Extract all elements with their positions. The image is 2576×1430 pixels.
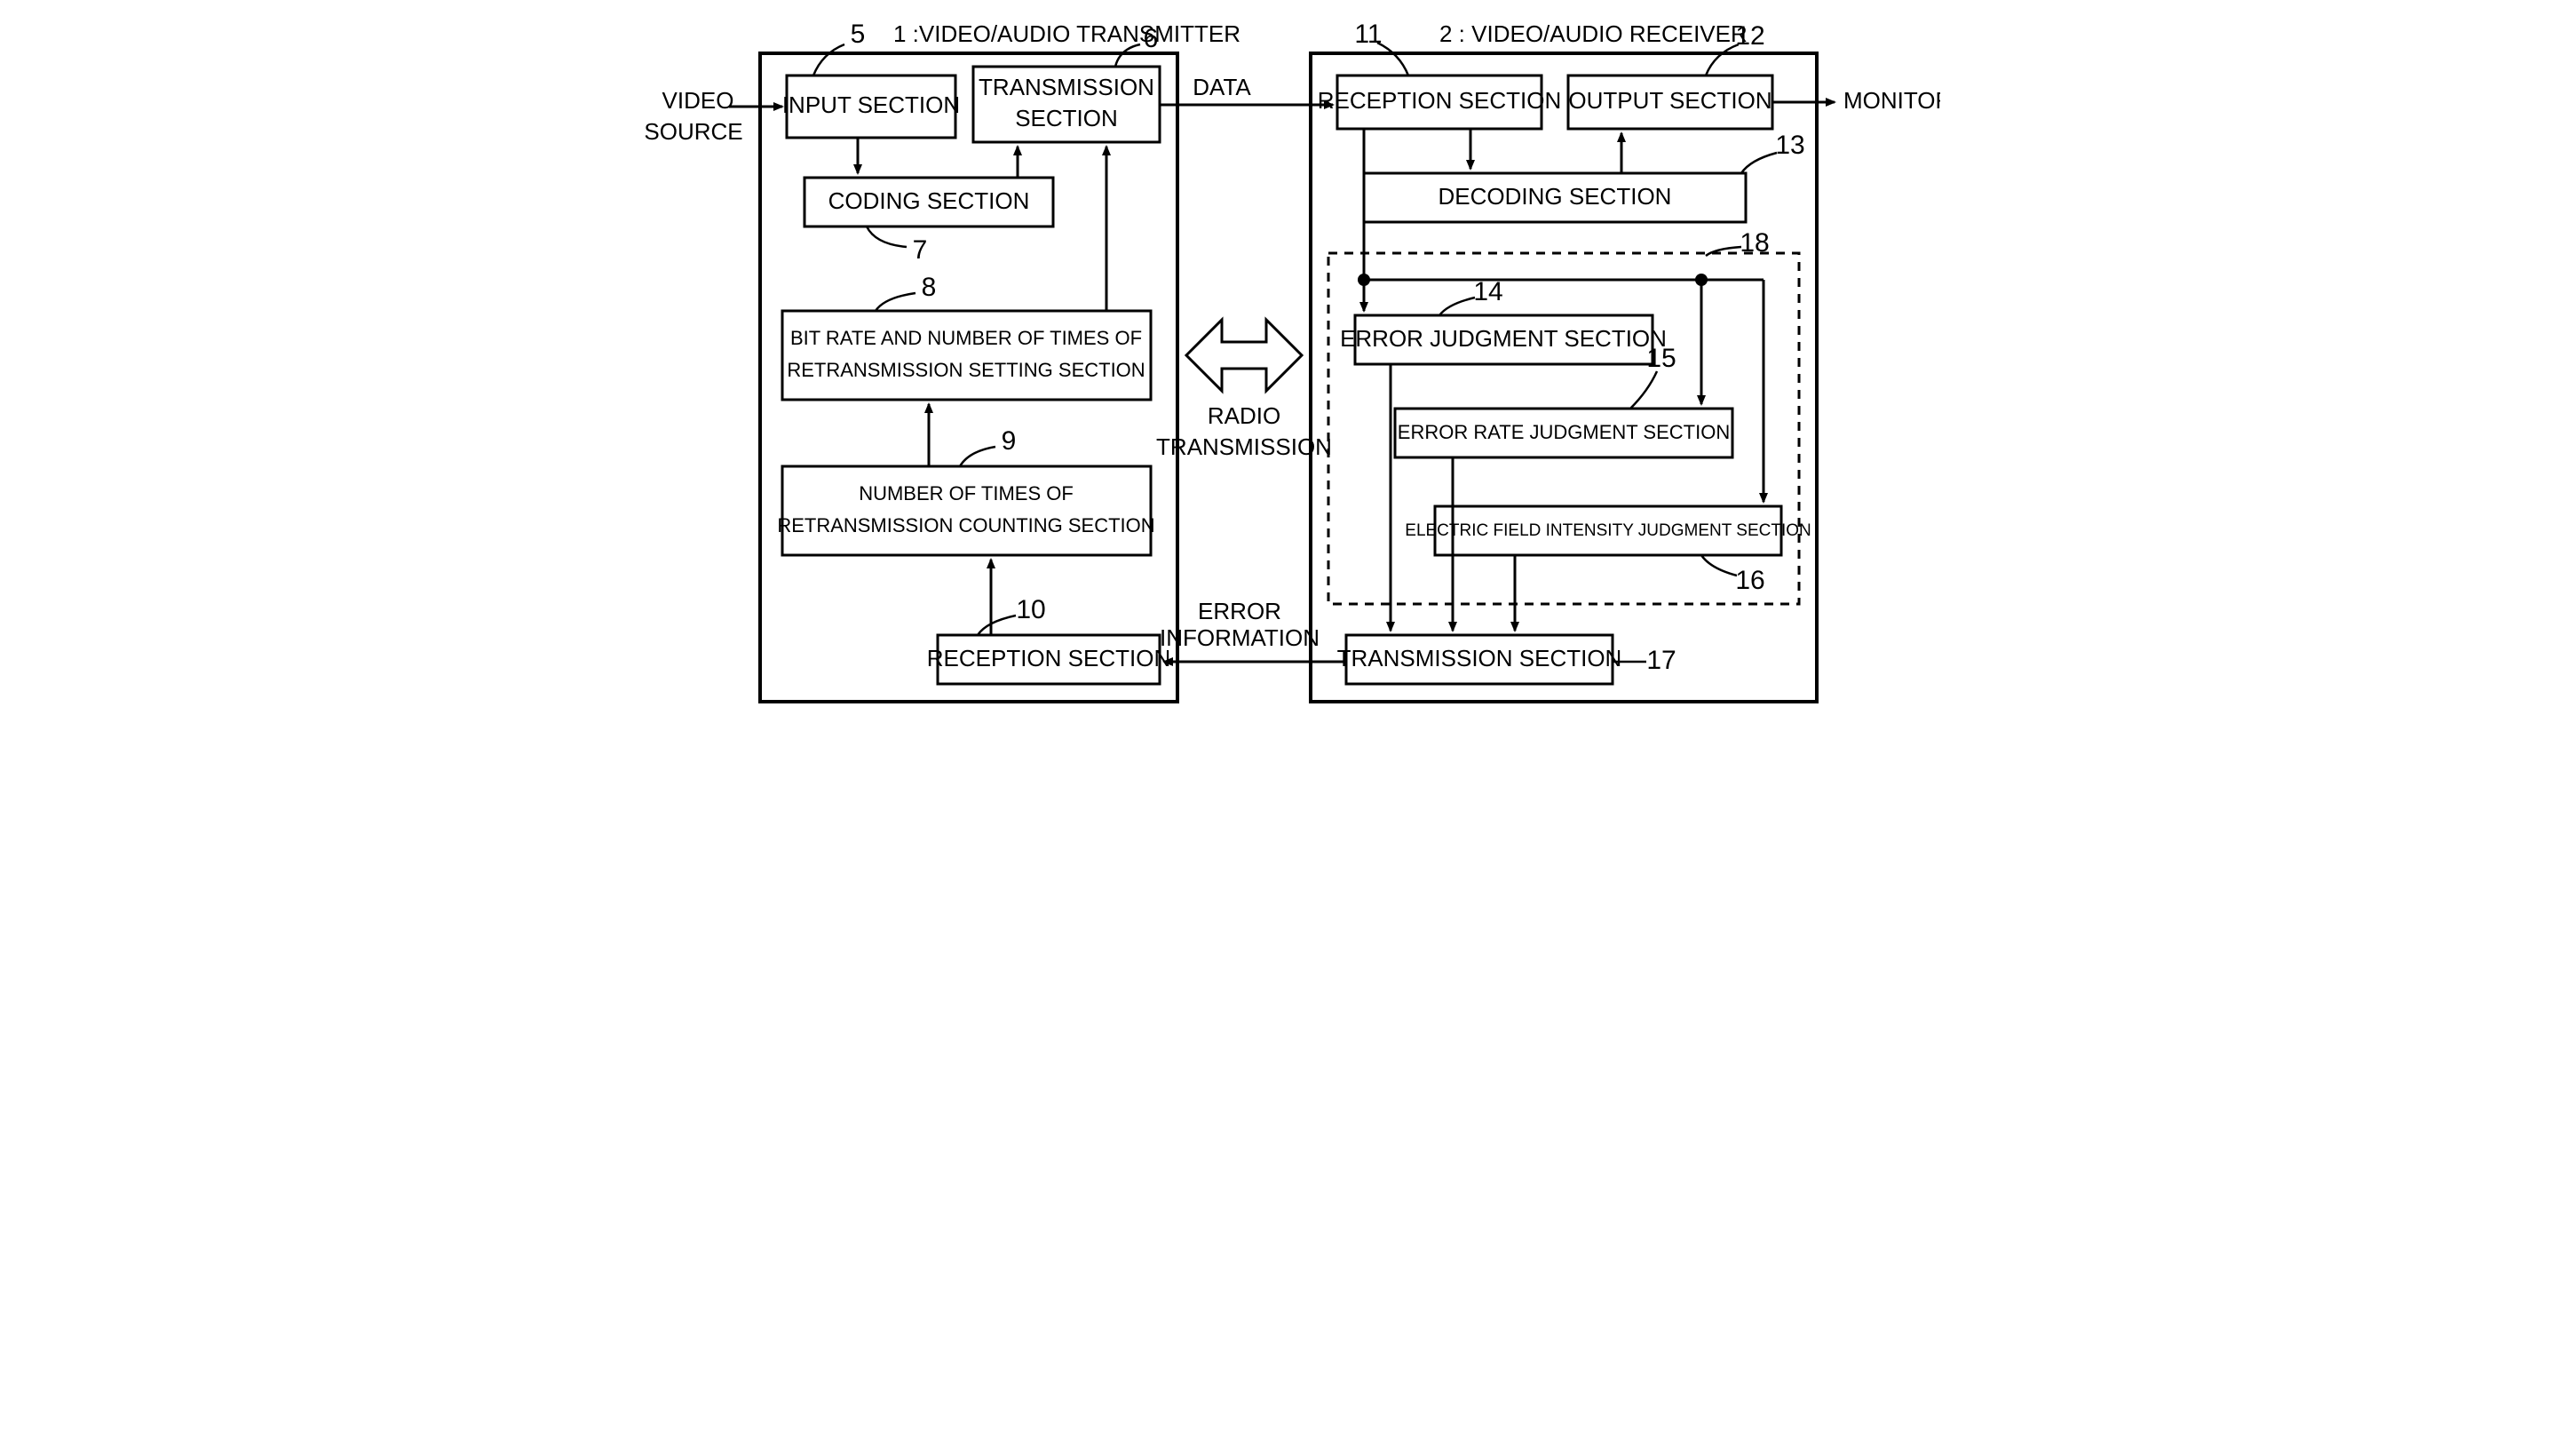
- lead-14: [1439, 298, 1475, 315]
- lead-7: [867, 226, 907, 247]
- count-box: [782, 466, 1151, 555]
- transmitter-title: 1 :VIDEO/AUDIO TRANSMITTER: [893, 20, 1240, 47]
- lead-5: [813, 44, 844, 75]
- num-15: 15: [1646, 344, 1676, 373]
- decoding-label: DECODING SECTION: [1439, 183, 1672, 210]
- num-11: 11: [1354, 20, 1382, 49]
- lead-10: [978, 616, 1016, 635]
- radio-double-arrow: [1186, 320, 1302, 391]
- lead-8: [876, 293, 915, 311]
- lead-6: [1115, 44, 1140, 67]
- coding-label: CODING SECTION: [828, 187, 1030, 214]
- lead-12: [1706, 44, 1739, 75]
- num-16: 16: [1735, 566, 1764, 595]
- rx-reception-label: RECEPTION SECTION: [1318, 87, 1561, 114]
- receiver-title: 2 : VIDEO/AUDIO RECEIVER: [1439, 20, 1748, 47]
- num-14: 14: [1473, 277, 1502, 306]
- count-label-1: NUMBER OF TIMES OF: [859, 482, 1074, 504]
- tx-transmission-label-2: SECTION: [1015, 105, 1118, 131]
- num-10: 10: [1016, 595, 1045, 624]
- num-5: 5: [851, 20, 866, 49]
- num-12: 12: [1735, 21, 1764, 51]
- rx-transmission-label: TRANSMISSION SECTION: [1337, 645, 1622, 671]
- efi-judgment-label: ELECTRIC FIELD INTENSITY JUDGMENT SECTIO…: [1405, 521, 1811, 540]
- num-18: 18: [1740, 228, 1769, 258]
- num-6: 6: [1144, 24, 1159, 53]
- num-17: 17: [1646, 646, 1676, 675]
- bitrate-label-1: BIT RATE AND NUMBER OF TIMES OF: [790, 327, 1142, 349]
- lead-13: [1741, 153, 1777, 173]
- output-label: OUTPUT SECTION: [1568, 87, 1771, 114]
- bitrate-box: [782, 311, 1151, 400]
- error-judgment-label: ERROR JUDGMENT SECTION: [1340, 325, 1667, 352]
- error-info-label-1: ERROR: [1198, 598, 1281, 624]
- radio-label-1: RADIO: [1208, 402, 1280, 429]
- monitor-label: MONITOR: [1843, 87, 1940, 114]
- num-8: 8: [922, 273, 937, 302]
- error-rate-judgment-label: ERROR RATE JUDGMENT SECTION: [1398, 421, 1730, 443]
- num-7: 7: [913, 235, 928, 265]
- num-9: 9: [1002, 426, 1017, 456]
- block-diagram: 1 :VIDEO/AUDIO TRANSMITTER INPUT SECTION…: [636, 0, 1940, 724]
- lead-16: [1701, 555, 1737, 576]
- video-source-label-1: VIDEO: [662, 87, 734, 114]
- tx-transmission-label-1: TRANSMISSION: [979, 74, 1154, 100]
- lead-15: [1630, 371, 1657, 409]
- lead-9: [960, 447, 995, 466]
- data-label: DATA: [1193, 74, 1251, 100]
- bitrate-label-2: RETRANSMISSION SETTING SECTION: [787, 359, 1145, 381]
- radio-label-2: TRANSMISSION: [1156, 433, 1332, 460]
- video-source-label-2: SOURCE: [644, 118, 742, 145]
- error-info-label-2: INFORMATION: [1160, 624, 1320, 651]
- tx-reception-label: RECEPTION SECTION: [927, 645, 1170, 671]
- num-13: 13: [1775, 131, 1804, 160]
- input-section-label: INPUT SECTION: [782, 91, 960, 118]
- count-label-2: RETRANSMISSION COUNTING SECTION: [777, 514, 1154, 536]
